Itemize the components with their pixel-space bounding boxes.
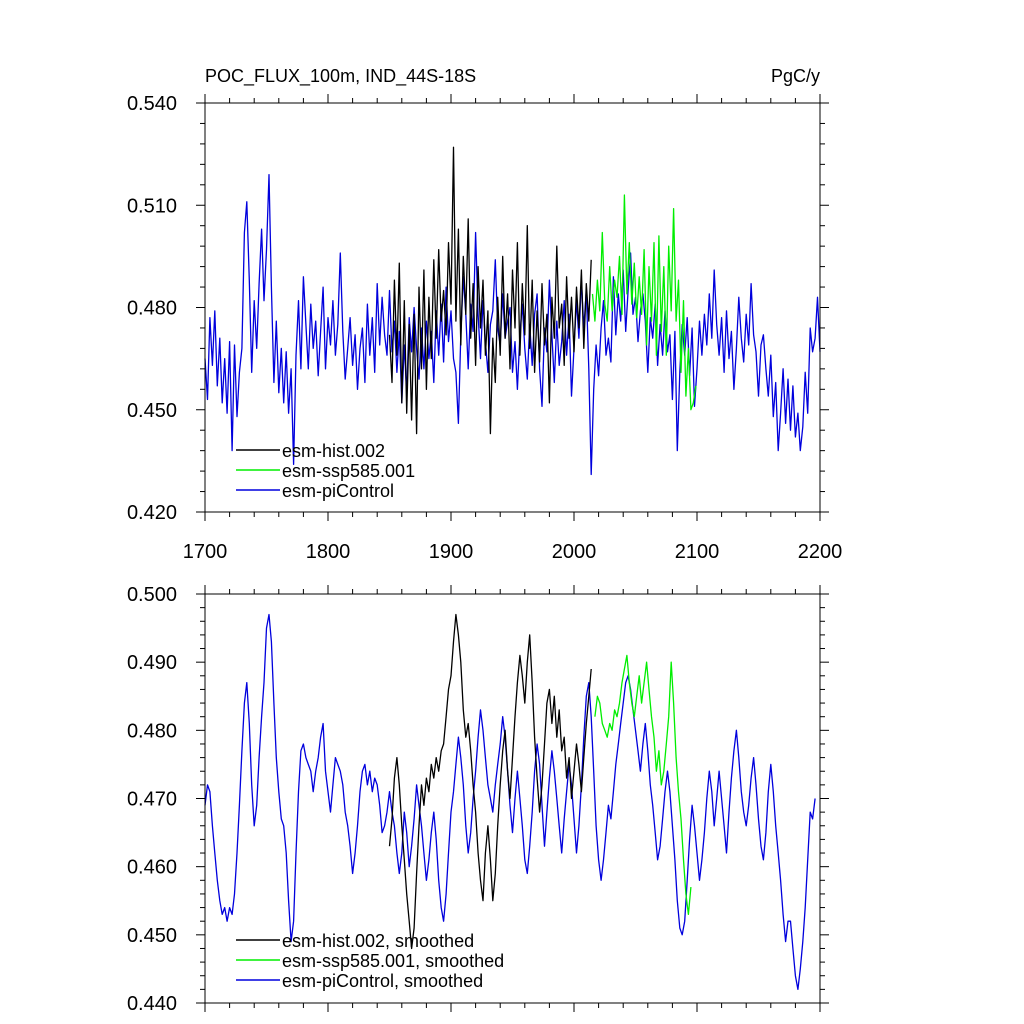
bottom-legend-label-0: esm-hist.002, smoothed bbox=[282, 931, 474, 951]
bottom-ytick-label: 0.450 bbox=[127, 925, 177, 947]
top-xtick-label: 1800 bbox=[306, 541, 351, 563]
top-panel: POC_FLUX_100m, IND_44S-18S PgC/y 1700 180… bbox=[127, 66, 842, 563]
top-panel-units: PgC/y bbox=[771, 66, 820, 86]
top-xtick-label: 1900 bbox=[429, 541, 474, 563]
bottom-ytick-label: 0.470 bbox=[127, 789, 177, 811]
bottom-series-line-1 bbox=[594, 654, 692, 916]
bottom-ytick-label: 0.460 bbox=[127, 857, 177, 879]
bottom-panel-series bbox=[204, 613, 816, 991]
top-series-line-1 bbox=[591, 194, 697, 411]
bottom-series-line-0 bbox=[388, 613, 592, 950]
bottom-legend-label-1: esm-ssp585.001, smoothed bbox=[282, 951, 504, 971]
top-ytick-label: 0.420 bbox=[127, 502, 177, 524]
top-xtick-label: 2100 bbox=[675, 541, 720, 563]
bottom-panel-ticks: 0.440 0.450 0.460 0.470 0.480 0.490 0.500 bbox=[127, 584, 829, 1015]
top-series-line-2 bbox=[204, 173, 821, 476]
top-legend-label-0: esm-hist.002 bbox=[282, 441, 385, 461]
bottom-ytick-label: 0.500 bbox=[127, 584, 177, 606]
top-ytick-label: 0.480 bbox=[127, 298, 177, 320]
top-ytick-label: 0.510 bbox=[127, 195, 177, 217]
bottom-ytick-label: 0.490 bbox=[127, 652, 177, 674]
bottom-panel: 0.440 0.450 0.460 0.470 0.480 0.490 0.500 esm-… bbox=[127, 584, 829, 1015]
top-ytick-label: 0.450 bbox=[127, 400, 177, 422]
top-xtick-label: 1700 bbox=[183, 541, 228, 563]
top-panel-title: POC_FLUX_100m, IND_44S-18S bbox=[205, 66, 476, 87]
top-ytick-label: 0.540 bbox=[127, 93, 177, 115]
bottom-series-line-2 bbox=[204, 613, 816, 991]
top-legend-label-2: esm-piControl bbox=[282, 481, 394, 501]
top-panel-ticks: 1700 1800 1900 2000 2100 2200 0.420 0.450 0.480 0… bbox=[127, 93, 842, 563]
top-xtick-label: 2200 bbox=[798, 541, 843, 563]
bottom-legend-label-2: esm-piControl, smoothed bbox=[282, 971, 483, 991]
top-legend-label-1: esm-ssp585.001 bbox=[282, 461, 415, 481]
bottom-ytick-label: 0.480 bbox=[127, 720, 177, 742]
top-panel-series bbox=[204, 146, 821, 476]
top-xtick-label: 2000 bbox=[552, 541, 597, 563]
bottom-ytick-label: 0.440 bbox=[127, 993, 177, 1015]
top-series-line-0 bbox=[388, 146, 592, 435]
